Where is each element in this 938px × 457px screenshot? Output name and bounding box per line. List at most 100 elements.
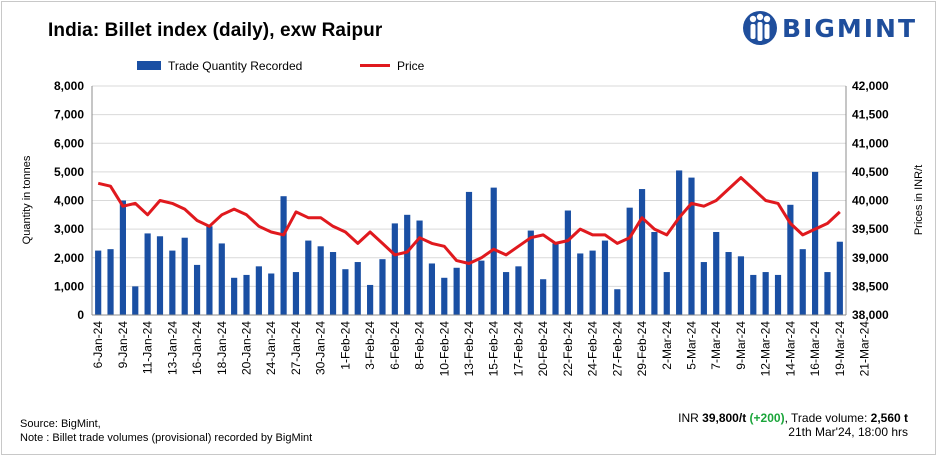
x-tick-label: 1-Feb-24: [338, 321, 352, 370]
volume-label: , Trade volume:: [784, 411, 868, 425]
line-series: [97, 176, 841, 265]
bar: [614, 289, 621, 315]
bar: [812, 171, 819, 315]
legend-bar-label: Trade Quantity Recorded: [168, 59, 302, 73]
bar: [750, 274, 757, 315]
bar: [601, 240, 609, 315]
y-right-tick-label: 39,500: [852, 222, 889, 236]
axes: 0 1,000 2,000 3,000 4,000 5,000 6,000 7,000 8,00…: [21, 79, 925, 376]
legend: Trade Quantity Recorded Price: [137, 59, 425, 73]
bar: [453, 267, 460, 315]
x-tick-label: 30-Jan-24: [314, 321, 328, 375]
x-tick-label: 20-Feb-24: [536, 321, 550, 377]
note-text: Note : Billet trade volumes (provisional…: [20, 432, 313, 444]
y-left-tick-label: 1,000: [54, 279, 84, 293]
bar: [119, 200, 126, 315]
bar: [713, 231, 720, 315]
bar: [132, 286, 139, 315]
bar: [762, 272, 769, 315]
brand-name: BIGMINT: [782, 14, 918, 43]
bar: [799, 249, 806, 315]
bar: [169, 250, 176, 315]
bar: [292, 272, 300, 315]
bar: [329, 252, 337, 315]
x-tick-label: 8-Feb-24: [413, 321, 427, 370]
bar: [836, 241, 843, 315]
y-right-tick-label: 41,000: [852, 136, 889, 150]
bar: [144, 233, 151, 315]
x-tick-label: 13-Jan-24: [165, 321, 179, 375]
bar: [391, 223, 398, 315]
bar: [725, 252, 732, 315]
price-value: 39,800/t: [702, 411, 747, 425]
y-left-tick-label: 3,000: [54, 222, 84, 236]
bar: [367, 284, 374, 315]
x-tick-label: 22-Feb-24: [561, 321, 575, 377]
bar: [490, 187, 497, 315]
x-tick-label: 5-Mar-24: [684, 321, 698, 370]
bar: [280, 196, 287, 315]
y-right-axis-title: Prices in INR/t: [913, 165, 925, 235]
bar: [478, 260, 485, 315]
x-tick-label: 18-Jan-24: [215, 321, 229, 375]
bar: [243, 274, 250, 315]
bar: [193, 264, 201, 315]
y-left-tick-label: 2,000: [54, 251, 84, 265]
y-left-tick-label: 6,000: [54, 136, 84, 150]
x-tick-label: 6-Feb-24: [388, 321, 402, 370]
y-left-tick-label: 0: [77, 308, 84, 322]
bar: [305, 240, 312, 315]
legend-bar-swatch: [137, 61, 161, 70]
volume-value: 2,560 t: [870, 411, 908, 425]
x-tick-label: 10-Feb-24: [437, 321, 451, 377]
bar: [268, 273, 275, 315]
bar: [107, 249, 114, 315]
timestamp: 21th Mar'24, 18:00 hrs: [788, 425, 908, 439]
y-left-tick-label: 7,000: [54, 108, 84, 122]
bar: [317, 246, 324, 315]
bar: [663, 272, 670, 315]
price-prefix: INR: [678, 411, 699, 425]
y-right-tick-label: 38,500: [852, 279, 889, 293]
y-left-tick-label: 4,000: [54, 194, 84, 208]
y-right-tick-label: 40,500: [852, 165, 889, 179]
bar: [156, 236, 164, 315]
y-right-tick-label: 40,000: [852, 194, 889, 208]
bar: [181, 237, 188, 315]
brand-logo: BIGMINT: [740, 8, 930, 48]
x-tick-label: 9-Mar-24: [734, 321, 748, 370]
footer-summary: INR 39,800/t (+200), Trade volume: 2,560…: [678, 411, 908, 439]
bar: [688, 177, 695, 315]
bar: [651, 231, 658, 315]
bar: [404, 214, 411, 315]
chart-area: 0 1,000 2,000 3,000 4,000 5,000 6,000 7,000 8,00…: [21, 59, 925, 376]
y-right-tick-label: 39,000: [852, 251, 889, 265]
bar: [465, 191, 473, 315]
bar: [824, 272, 831, 315]
price-change: (+200): [749, 411, 785, 425]
legend-line-label: Price: [397, 59, 425, 73]
bar: [552, 243, 559, 315]
x-tick-label: 9-Jan-24: [116, 321, 130, 369]
bar: [527, 230, 534, 315]
bar: [787, 204, 794, 315]
x-tick-label: 20-Jan-24: [240, 321, 254, 375]
bar: [676, 170, 683, 315]
y-left-axis-title: Quantity in tonnes: [21, 155, 33, 244]
bar: [577, 253, 584, 315]
x-tick-label: 15-Feb-24: [487, 321, 501, 377]
x-tick-label: 3-Feb-24: [363, 321, 377, 370]
bar: [564, 210, 571, 315]
x-tick-label: 2-Mar-24: [660, 321, 674, 370]
bar: [255, 266, 262, 315]
x-tick-label: 6-Jan-24: [91, 321, 105, 369]
x-tick-label: 19-Mar-24: [833, 321, 847, 377]
bar: [638, 189, 646, 315]
y-left-tick-label: 5,000: [54, 165, 84, 179]
x-tick-label: 14-Mar-24: [783, 321, 797, 377]
bar: [416, 220, 423, 315]
bar: [626, 207, 633, 315]
x-tick-label: 24-Jan-24: [264, 321, 278, 375]
bar: [515, 266, 522, 315]
x-tick-label: 27-Jan-24: [289, 321, 303, 375]
